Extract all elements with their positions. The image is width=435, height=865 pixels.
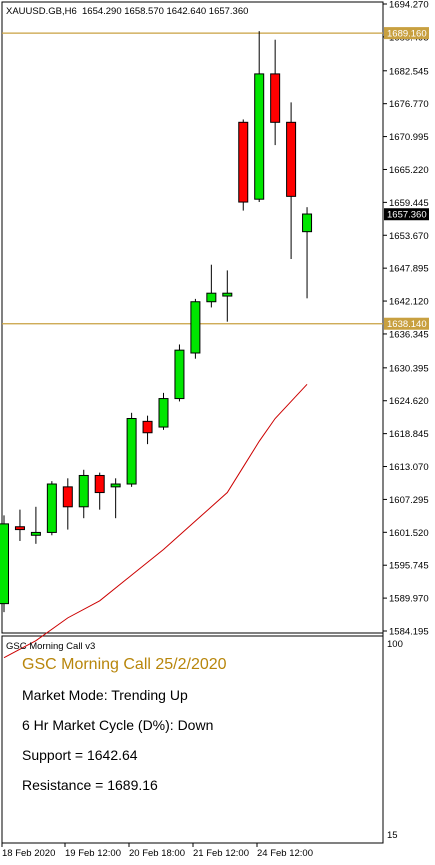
candle-body-5 — [78, 474, 89, 508]
candle-body-4 — [62, 486, 73, 508]
price-tick-label-8: 1647.895 — [389, 264, 429, 275]
time-label-1: 19 Feb 12:00 — [65, 848, 121, 859]
indicator-scale-top: 100 — [387, 639, 403, 650]
resistance-line: Resistance = 1689.16 — [22, 777, 158, 793]
price-tick-label-4: 1670.995 — [389, 132, 429, 143]
indicator-name: GSC Morning Call v3 — [6, 641, 95, 652]
level-label-0: 1689.160 — [387, 29, 427, 40]
price-tick-label-0: 1694.270 — [389, 0, 429, 11]
candle-body-7 — [110, 483, 121, 488]
candle-body-13 — [206, 292, 217, 303]
candle-body-9 — [142, 420, 153, 434]
candle-body-16 — [254, 73, 265, 200]
time-label-0: 18 Feb 2020 — [2, 848, 55, 859]
candle-body-14 — [222, 292, 233, 297]
price-tick-label-11: 1630.395 — [389, 363, 429, 374]
price-tick-label-7: 1653.670 — [389, 231, 429, 242]
symbol-label: XAUUSD.GB,H6 — [6, 6, 77, 17]
price-tick-label-15: 1607.295 — [389, 495, 429, 506]
support-line: Support = 1642.64 — [22, 747, 138, 763]
price-tick-label-5: 1665.220 — [389, 165, 429, 176]
ohlc-readout: 1654.290 1658.570 1642.640 1657.360 — [82, 6, 248, 17]
time-label-4: 24 Feb 12:00 — [257, 848, 313, 859]
candle-body-15 — [238, 121, 249, 203]
candle-body-2 — [30, 531, 41, 536]
price-tick-label-3: 1676.770 — [389, 99, 429, 110]
candle-body-8 — [126, 418, 137, 485]
price-tick-label-12: 1624.620 — [389, 396, 429, 407]
price-tick-label-2: 1682.545 — [389, 66, 429, 77]
price-tick-label-17: 1595.745 — [389, 561, 429, 572]
price-tick-label-6: 1659.445 — [389, 198, 429, 209]
candle-body-19 — [302, 213, 313, 233]
candle-body-1 — [14, 526, 25, 531]
candle-body-11 — [174, 349, 185, 400]
level-label-bg-0 — [384, 27, 429, 40]
candle-body-17 — [270, 73, 281, 123]
indicator-scale-bottom: 15 — [387, 830, 398, 841]
price-tick-label-9: 1642.120 — [389, 297, 429, 308]
price-tick-label-14: 1613.070 — [389, 462, 429, 473]
market-mode-line: Market Mode: Trending Up — [22, 687, 188, 703]
candle-body-10 — [158, 398, 169, 428]
current-price-label: 1657.360 — [387, 210, 427, 221]
candle-body-0 — [0, 523, 9, 605]
price-tick-label-16: 1601.520 — [389, 528, 429, 539]
candle-body-18 — [286, 121, 297, 197]
price-tick-label-13: 1618.845 — [389, 429, 429, 440]
market-cycle-line: 6 Hr Market Cycle (D%): Down — [22, 717, 214, 733]
price-tick-label-18: 1589.970 — [389, 594, 429, 605]
level-label-bg-1 — [384, 317, 429, 330]
morning-call-title: GSC Morning Call 25/2/2020 — [22, 656, 227, 673]
moving-average-line — [3, 383, 308, 659]
candle-body-6 — [94, 474, 105, 494]
level-label-1: 1638.140 — [387, 319, 427, 330]
candle-body-12 — [190, 301, 201, 354]
time-label-3: 21 Feb 12:00 — [193, 848, 249, 859]
candle-body-3 — [46, 483, 57, 533]
price-tick-label-10: 1636.345 — [389, 329, 429, 340]
time-label-2: 20 Feb 18:00 — [129, 848, 185, 859]
price-tick-label-19: 1584.195 — [389, 627, 429, 638]
current-price-bg — [384, 208, 429, 221]
